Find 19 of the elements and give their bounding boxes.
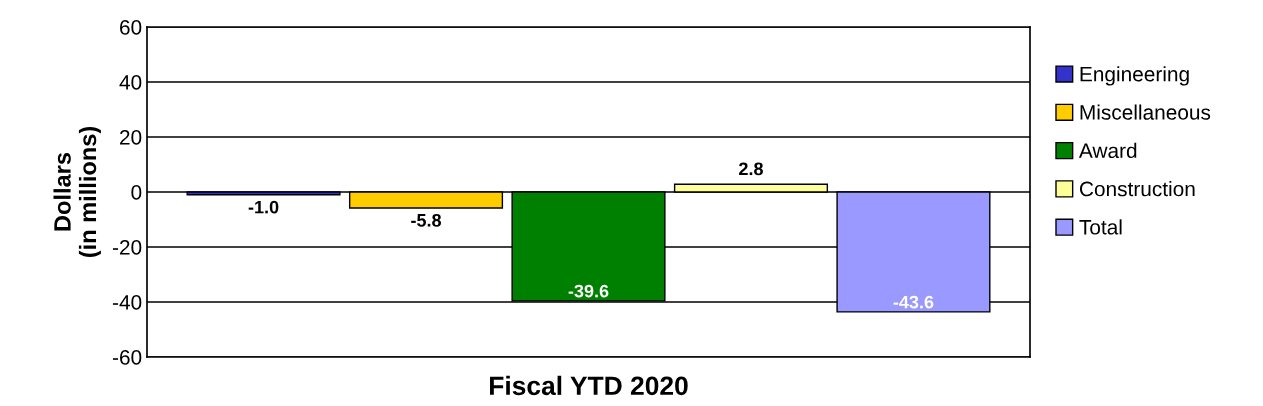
data-label: 2.8 bbox=[739, 162, 763, 176]
y-tick-label: 60 bbox=[120, 20, 142, 35]
y-tick-label: 0 bbox=[131, 185, 142, 200]
y-tick-label: -60 bbox=[112, 350, 142, 365]
y-tick-label: 20 bbox=[120, 130, 142, 145]
legend-label: Engineering bbox=[1080, 66, 1189, 86]
legend-label: Construction bbox=[1079, 181, 1195, 197]
data-label: -39.6 bbox=[568, 284, 609, 298]
data-label: -43.6 bbox=[893, 295, 934, 309]
legend-label: Miscellaneous bbox=[1080, 104, 1211, 120]
data-label: -1.0 bbox=[248, 200, 279, 214]
y-tick-label: -20 bbox=[112, 240, 142, 255]
y-axis-title: Dollars (in millions) bbox=[53, 126, 101, 258]
data-label: -5.8 bbox=[411, 213, 442, 227]
legend-label: Total bbox=[1079, 219, 1122, 235]
legend-label: Award bbox=[1078, 142, 1137, 159]
y-tick-label: -40 bbox=[112, 295, 142, 310]
y-tick-label: 40 bbox=[119, 75, 142, 90]
x-axis-title: Fiscal YTD 2020 bbox=[490, 375, 688, 396]
